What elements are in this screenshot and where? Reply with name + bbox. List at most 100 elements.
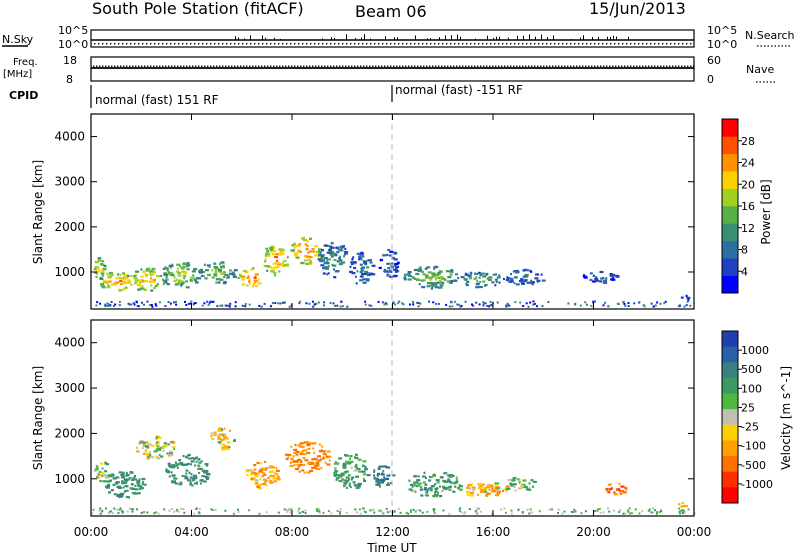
- data-cell: [195, 508, 198, 510]
- data-cell: [295, 450, 300, 453]
- nave-dot: [444, 65, 446, 67]
- data-cell: [207, 273, 211, 277]
- data-cell: [293, 460, 298, 463]
- data-cell: [244, 305, 247, 308]
- data-cell: [528, 486, 531, 489]
- data-cell: [189, 481, 192, 484]
- data-cell: [185, 267, 188, 270]
- data-cell: [290, 507, 293, 510]
- data-cell: [234, 305, 237, 308]
- data-cell: [522, 305, 525, 307]
- data-cell: [358, 470, 363, 473]
- data-cell: [306, 259, 309, 262]
- nave-dot: [534, 65, 536, 67]
- data-cell: [385, 466, 389, 469]
- data-cell: [494, 482, 498, 485]
- data-cell: [488, 276, 493, 279]
- data-cell: [293, 254, 298, 257]
- data-cell: [120, 283, 123, 286]
- data-cell: [324, 267, 327, 270]
- data-cell: [344, 470, 349, 473]
- data-cell: [595, 276, 598, 279]
- data-cell: [168, 475, 171, 478]
- power-colorbar-cells: [722, 119, 738, 294]
- data-cell: [410, 511, 412, 513]
- nsearch-dot: [630, 43, 632, 45]
- data-cell: [177, 271, 181, 274]
- data-cell: [186, 479, 191, 482]
- nsearch-dot: [206, 43, 208, 45]
- data-cell: [412, 508, 415, 511]
- data-cell: [167, 462, 171, 465]
- data-cell: [221, 264, 225, 267]
- data-cell: [306, 471, 311, 474]
- data-cell: [583, 274, 585, 277]
- colorbar-cell: [722, 456, 738, 473]
- data-cell: [326, 463, 331, 466]
- data-cell: [181, 474, 185, 478]
- data-cell: [416, 509, 419, 512]
- data-cell: [389, 275, 392, 278]
- data-cell: [215, 281, 219, 284]
- data-cell: [270, 480, 272, 483]
- nave-dot: [351, 65, 353, 67]
- data-cell: [425, 483, 428, 486]
- data-cell: [233, 269, 238, 272]
- freq-trace: [91, 65, 695, 69]
- data-cell: [621, 489, 625, 492]
- nave-dot: [522, 65, 524, 67]
- data-cell: [602, 281, 607, 284]
- nsearch-dot: [338, 43, 340, 45]
- data-cell: [167, 464, 172, 467]
- data-cell: [362, 477, 365, 480]
- data-cell: [495, 273, 498, 276]
- data-cell: [513, 282, 516, 285]
- data-cell: [119, 495, 124, 498]
- data-cell: [193, 277, 196, 280]
- nave-dot: [207, 65, 209, 67]
- data-cell: [404, 276, 407, 279]
- data-cell: [214, 508, 217, 511]
- nave-dot: [318, 65, 320, 67]
- data-cell: [188, 471, 191, 474]
- colorbar-cell: [722, 331, 738, 347]
- nsearch-dot: [410, 43, 412, 45]
- data-cell: [141, 483, 144, 486]
- data-cell: [419, 302, 422, 305]
- data-cell: [144, 273, 147, 276]
- nsearch-dot: [590, 43, 592, 45]
- nsearch-dot: [322, 43, 324, 45]
- data-cell: [138, 485, 143, 488]
- data-cell: [223, 280, 227, 284]
- data-cell: [144, 445, 149, 448]
- nave-dot: [120, 65, 122, 67]
- data-cell: [436, 281, 441, 284]
- data-cell: [148, 451, 151, 454]
- data-cell: [99, 259, 101, 262]
- y-tick-label: 3000: [54, 175, 85, 189]
- data-cell: [203, 263, 206, 266]
- nave-dot: [630, 65, 632, 67]
- nave-dot: [111, 65, 113, 67]
- data-cell: [342, 480, 345, 483]
- data-cell: [165, 444, 168, 447]
- data-cell: [300, 237, 305, 240]
- data-cell: [295, 453, 299, 456]
- nave-dot: [378, 65, 380, 67]
- colorbar-cell: [722, 119, 738, 137]
- data-cell: [397, 302, 400, 305]
- data-cell: [255, 475, 259, 478]
- data-cell: [201, 475, 206, 478]
- nsearch-dot: [582, 43, 584, 45]
- data-cell: [363, 473, 367, 476]
- data-cell: [173, 477, 178, 480]
- data-cell: [264, 481, 267, 484]
- data-cell: [239, 273, 242, 276]
- nsearch-dot: [354, 43, 356, 45]
- data-cell: [624, 512, 627, 515]
- data-cell: [454, 485, 457, 488]
- nsky-spike: [475, 38, 476, 40]
- data-cell: [202, 271, 206, 274]
- data-cell: [318, 301, 320, 304]
- nave-dot: [363, 65, 365, 67]
